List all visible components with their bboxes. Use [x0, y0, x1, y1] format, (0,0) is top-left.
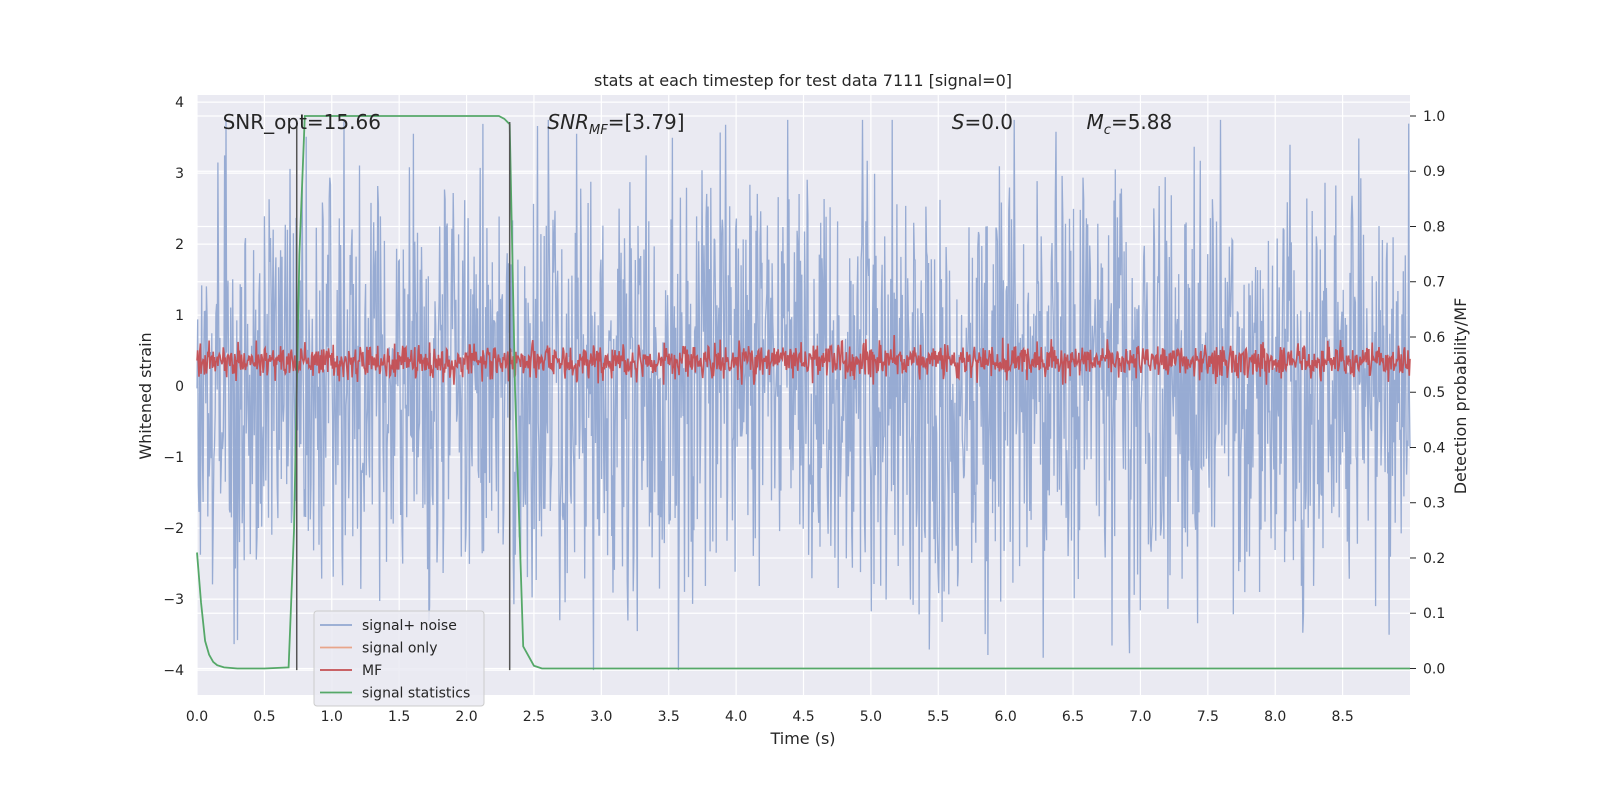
x-tick-label: 3.0 — [590, 709, 612, 725]
y-axis-label: Whitened strain — [136, 332, 155, 459]
x-tick-label: 7.5 — [1197, 709, 1219, 725]
x-tick-label: 2.0 — [455, 709, 477, 725]
legend-box — [313, 610, 485, 707]
annotation: SNR_opt=15.66 — [223, 110, 381, 134]
y2-tick-label: 1.0 — [1423, 109, 1445, 125]
y2-tick-label: 0.0 — [1423, 661, 1445, 677]
y2-ticks: 1.0 0.9 0.8 0.7 0.6 0.5 0.4 0.3 0.2 0.1 0.0 — [1410, 109, 1445, 677]
annotation-rest: =5.88 — [1111, 110, 1172, 134]
x-tick-label: 5.0 — [860, 709, 882, 725]
x-ticks: 0.0 0.5 1.0 1.5 2.0 2.5 3.0 3.5 4.0 4.5 5.0 5.5 6.0 6… — [186, 709, 1354, 725]
y-ticks: 4 3 2 1 0 −1 −2 −3 −4 — [163, 95, 184, 679]
y-tick-label: −4 — [163, 663, 184, 679]
x-tick-label: 8.5 — [1331, 709, 1353, 725]
vertical-markers — [295, 121, 511, 671]
annotation: Mc=5.88 — [1087, 110, 1173, 138]
x-tick-label: 6.0 — [995, 709, 1017, 725]
y2-tick-label: 0.7 — [1423, 275, 1445, 291]
legend-label: MF — [362, 663, 382, 679]
y2-tick-label: 0.2 — [1423, 551, 1445, 567]
chart-title: stats at each timestep for test data 711… — [594, 71, 1012, 90]
y2-axis-label: Detection probability/MF — [1451, 298, 1470, 495]
y-tick-label: −1 — [163, 450, 184, 466]
x-tick-label: 5.5 — [927, 709, 949, 725]
series-layer — [196, 115, 1411, 671]
x-tick-label: 4.0 — [725, 709, 747, 725]
x-tick-label: 3.5 — [658, 709, 680, 725]
y-tick-label: 0 — [175, 379, 184, 395]
annotation-main: SNR — [547, 110, 589, 134]
y2-tick-label: 0.4 — [1423, 440, 1445, 456]
x-tick-label: 7.0 — [1129, 709, 1151, 725]
y-tick-label: 4 — [175, 95, 184, 111]
x-tick-label: 0.5 — [253, 709, 275, 725]
y-tick-label: 3 — [175, 166, 184, 182]
x-tick-label: 1.0 — [321, 709, 343, 725]
annotation-main: M — [1087, 110, 1104, 134]
legend: signal+ noise signal only MF signal statist… — [313, 610, 485, 707]
legend-label: signal statistics — [362, 686, 470, 702]
y2-tick-label: 0.9 — [1423, 164, 1445, 180]
x-axis-label: Time (s) — [769, 729, 835, 748]
x-tick-label: 1.5 — [388, 709, 410, 725]
annotation-subscript: MF — [589, 123, 608, 138]
annotation-subscript: c — [1104, 123, 1111, 138]
y-tick-label: 2 — [175, 237, 184, 253]
x-tick-label: 6.5 — [1062, 709, 1084, 725]
annotations: SNR_opt=15.66 SNRMF=[3.79] S=0.0 Mc=5.88 — [223, 110, 1173, 138]
x-tick-label: 8.0 — [1264, 709, 1286, 725]
y2-tick-label: 0.8 — [1423, 219, 1445, 235]
legend-label: signal only — [362, 641, 437, 657]
y-tick-label: 1 — [175, 308, 184, 324]
y-tick-label: −3 — [163, 592, 184, 608]
legend-label: signal+ noise — [362, 618, 457, 634]
x-tick-label: 0.0 — [186, 709, 208, 725]
y-tick-label: −2 — [163, 521, 184, 537]
legend-items: signal+ noise signal only MF signal statist… — [320, 618, 470, 702]
annotation-rest: =[3.79] — [608, 110, 685, 134]
series-line-signal-statistics — [196, 115, 1410, 670]
x-tick-label: 2.5 — [523, 709, 545, 725]
x-tick-label: 4.5 — [792, 709, 814, 725]
annotation-rest: =0.0 — [964, 110, 1013, 134]
y2-tick-label: 0.5 — [1423, 385, 1445, 401]
series-line-signal-noise — [196, 119, 1411, 671]
annotation-main: SNR_opt=15.66 — [223, 110, 381, 134]
series-line-mf — [196, 334, 1411, 385]
annotation: SNRMF=[3.79] — [547, 110, 684, 138]
annotation-main: S — [952, 110, 965, 134]
y2-tick-label: 0.1 — [1423, 606, 1445, 622]
y2-tick-label: 0.6 — [1423, 330, 1445, 346]
annotation: S=0.0 — [952, 110, 1013, 134]
y2-tick-label: 0.3 — [1423, 496, 1445, 512]
